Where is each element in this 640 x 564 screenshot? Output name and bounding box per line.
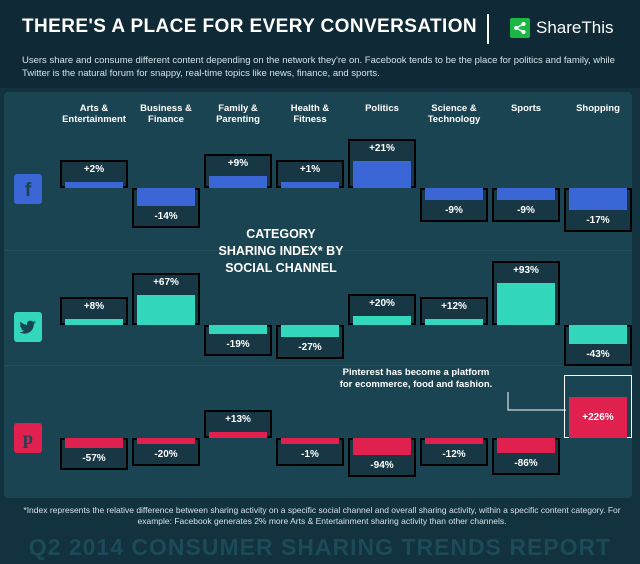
bar-facebook — [425, 188, 483, 200]
bar-pinterest — [281, 438, 339, 444]
bar-twitter — [209, 325, 267, 334]
brand-name: ShareThis — [536, 18, 614, 37]
svg-text:f: f — [25, 180, 32, 199]
data-label: -94% — [370, 459, 394, 471]
data-label: -86% — [514, 458, 538, 470]
category-label: Business & Finance — [140, 103, 192, 125]
category-label: Science & Technology — [427, 103, 481, 125]
data-label: -27% — [298, 342, 322, 354]
bar-facebook — [281, 182, 339, 188]
facebook-icon: f — [14, 174, 42, 204]
category-label: Sports — [510, 103, 542, 114]
data-label: +2% — [83, 164, 105, 175]
svg-text:p: p — [23, 428, 33, 448]
data-label: -14% — [154, 211, 178, 223]
data-label: -19% — [226, 338, 250, 350]
data-label: +12% — [441, 301, 467, 312]
data-label: -43% — [586, 349, 610, 361]
bar-facebook — [353, 160, 411, 188]
bar-facebook — [137, 188, 195, 207]
bar-pinterest — [209, 432, 267, 438]
intro-text: Users share and consume different conten… — [22, 55, 615, 79]
bar-twitter — [281, 325, 339, 338]
data-label: -57% — [82, 453, 106, 465]
data-label: +67% — [153, 276, 179, 288]
bar-facebook — [569, 188, 627, 211]
header-divider — [487, 14, 489, 44]
data-label: -9% — [517, 204, 535, 216]
data-label: +21% — [369, 142, 395, 154]
bar-twitter — [353, 316, 411, 325]
pinterest-annotation: Pinterest has become a platform for ecom… — [339, 367, 493, 390]
data-label: +9% — [227, 158, 249, 170]
bar-twitter — [569, 325, 627, 345]
data-label: +20% — [369, 298, 395, 309]
data-label: -1% — [301, 449, 319, 460]
category-label: Shopping — [576, 103, 620, 114]
bar-pinterest — [425, 438, 483, 444]
twitter-icon — [14, 312, 42, 342]
data-label: +93% — [513, 265, 539, 277]
bar-pinterest — [353, 438, 411, 455]
category-label: Arts & Entertainment — [62, 103, 126, 125]
bar-facebook — [209, 176, 267, 188]
data-label: -20% — [154, 449, 178, 460]
bar-facebook — [497, 188, 555, 200]
data-label: -12% — [442, 449, 466, 460]
bar-pinterest — [497, 438, 555, 454]
bar-twitter — [65, 319, 123, 325]
category-label: Health & Fitness — [290, 103, 330, 125]
brand-logo: ShareThis — [510, 18, 613, 38]
share-icon — [510, 18, 530, 38]
row-separator — [4, 250, 632, 251]
data-label: -9% — [445, 204, 463, 216]
data-label: +1% — [299, 164, 321, 175]
bar-pinterest — [65, 438, 123, 449]
bar-pinterest — [137, 438, 195, 444]
row-separator — [4, 365, 632, 366]
bar-pinterest — [569, 397, 627, 438]
data-label: +8% — [83, 301, 105, 312]
category-label: Family & Parenting — [216, 103, 260, 125]
category-label: Politics — [365, 103, 399, 114]
header-band — [0, 0, 640, 88]
bar-twitter — [497, 283, 555, 325]
pinterest-icon: p — [14, 423, 42, 453]
page-title: THERE'S A PLACE FOR EVERY CONVERSATION — [22, 16, 478, 37]
data-label: -17% — [586, 215, 610, 227]
footnote: *Index represents the relative differenc… — [23, 505, 621, 526]
bar-facebook — [65, 182, 123, 188]
data-label: +13% — [225, 414, 251, 425]
chart-title: CATEGORY SHARING INDEX* BY SOCIAL CHANNE… — [218, 227, 344, 275]
footer-title: Q2 2014 CONSUMER SHARING TRENDS REPORT — [28, 534, 612, 560]
bar-twitter — [425, 319, 483, 325]
data-label: +226% — [582, 411, 614, 423]
bar-twitter — [137, 294, 195, 325]
